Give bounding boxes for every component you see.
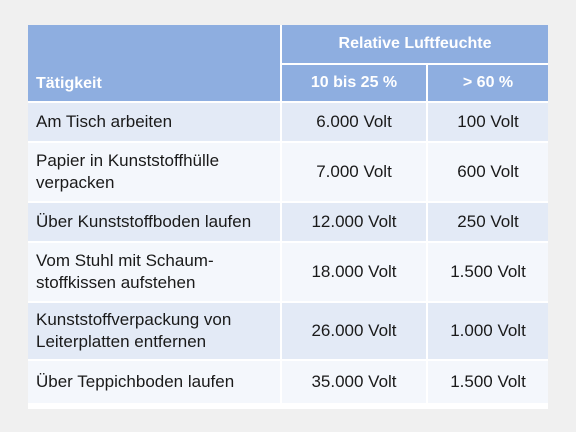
header-humidity-group: Relative Luftfeuchte [280,25,549,63]
cell-high-humidity: 1.500 Volt [426,241,549,301]
table-row: Vom Stuhl mit Schaum-stoffkissen aufsteh… [28,241,549,301]
table-row: Über Teppichboden laufen 35.000 Volt 1.5… [28,359,549,403]
cell-activity: Kunststoffverpackung von Leiterplatten e… [28,301,280,359]
cell-low-humidity: 12.000 Volt [280,201,426,241]
cell-high-humidity: 600 Volt [426,141,549,201]
cell-activity: Am Tisch arbeiten [28,101,280,141]
header-humidity-high: > 60 % [426,63,549,101]
table-row: Am Tisch arbeiten 6.000 Volt 100 Volt [28,101,549,141]
cell-high-humidity: 1.500 Volt [426,359,549,403]
cell-activity: Über Teppichboden laufen [28,359,280,403]
cell-high-humidity: 100 Volt [426,101,549,141]
cell-activity: Vom Stuhl mit Schaum-stoffkissen aufsteh… [28,241,280,301]
cell-low-humidity: 35.000 Volt [280,359,426,403]
table-row: Über Kunststoffboden laufen 12.000 Volt … [28,201,549,241]
table-row: Papier in Kunststoffhülle verpacken 7.00… [28,141,549,201]
data-table: Tätigkeit Relative Luftfeuchte 10 bis 25… [28,25,549,403]
table-row: Kunststoffverpackung von Leiterplatten e… [28,301,549,359]
cell-high-humidity: 1.000 Volt [426,301,549,359]
cell-low-humidity: 26.000 Volt [280,301,426,359]
header-activity: Tätigkeit [28,25,280,101]
table-container: Tätigkeit Relative Luftfeuchte 10 bis 25… [28,25,549,409]
cell-low-humidity: 18.000 Volt [280,241,426,301]
cell-low-humidity: 6.000 Volt [280,101,426,141]
cell-low-humidity: 7.000 Volt [280,141,426,201]
cell-activity: Über Kunststoffboden laufen [28,201,280,241]
header-humidity-low: 10 bis 25 % [280,63,426,101]
cell-high-humidity: 250 Volt [426,201,549,241]
cell-activity: Papier in Kunststoffhülle verpacken [28,141,280,201]
